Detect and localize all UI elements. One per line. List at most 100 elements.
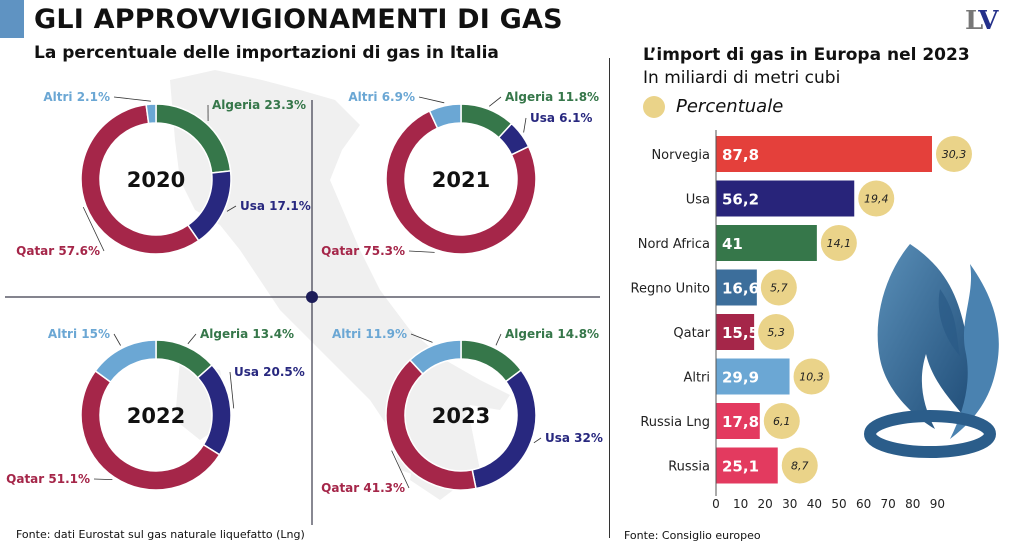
bar-russia-lng	[716, 403, 760, 439]
percent-label: 5,7	[770, 282, 788, 295]
slice-label: Altri 11.9%	[332, 327, 407, 341]
percent-bubble	[763, 403, 800, 439]
leader-line	[229, 371, 235, 409]
x-tick-label: 40	[807, 497, 822, 511]
leader-line	[82, 206, 105, 252]
percent-label: 8,7	[791, 460, 809, 473]
slice-label: Altri 6.9%	[348, 90, 415, 104]
percent-bubble	[781, 447, 818, 484]
legend-percent-swatch	[643, 96, 665, 118]
bar-value-label: 56,2	[722, 191, 759, 209]
bar-usa	[716, 180, 855, 217]
percent-label: 19,4	[864, 193, 889, 206]
leader-line	[93, 478, 113, 481]
bar-row: Qatar 15,5 5,3	[673, 314, 795, 350]
footer-source-left: Fonte: dati Eurostat sul gas naturale li…	[16, 528, 305, 541]
slice-label: Altri 2.1%	[43, 90, 110, 104]
leader-line	[113, 333, 121, 346]
legend-percent-label: Percentuale	[676, 96, 784, 117]
bar-row: Regno Unito 16,6 5,7	[631, 269, 797, 306]
donut-charts-panel: Algeria 23.3% Usa 17.1% Qatar 57.6% Altri 2…	[5, 70, 603, 525]
leader-line	[488, 96, 502, 107]
bar-category-label: Qatar	[673, 326, 710, 341]
x-tick-label: 90	[930, 497, 945, 511]
slice-label: Qatar 41.3%	[321, 481, 405, 495]
percent-bubble	[858, 180, 895, 217]
slice-label: Usa 20.5%	[234, 365, 305, 379]
bar-row: Russia Lng 17,8 6,1	[640, 403, 800, 439]
bar-chart-panel: Norvegia 87,8 30,3 Usa 56,2 19,4 Nord Africa 41…	[631, 130, 999, 511]
x-tick-label: 70	[881, 497, 896, 511]
donut-chart-2022: Algeria 13.4% Usa 20.5% Qatar 51.1% Altri 1…	[6, 327, 305, 491]
leader-line	[226, 205, 237, 212]
x-tick-label: 10	[733, 497, 748, 511]
slice-label: Usa 32%	[545, 431, 603, 445]
footer-source-right: Fonte: Consiglio europeo	[624, 529, 761, 542]
bar-category-label: Usa	[686, 193, 710, 208]
bar-value-label: 15,5	[722, 324, 759, 342]
donut-year-label: 2021	[432, 168, 490, 192]
page-title: GLI APPROVVIGIONAMENTI DI GAS	[34, 4, 563, 35]
donut-year-label: 2023	[432, 404, 490, 428]
bar-altri	[716, 358, 790, 395]
bar-value-label: 25,1	[722, 458, 759, 476]
bar-category-label: Norvegia	[651, 148, 710, 163]
leader-line	[113, 96, 151, 102]
italy-map-silhouette	[170, 70, 510, 500]
leader-line	[533, 437, 542, 444]
bar-row: Russia 25,1 8,7	[668, 447, 818, 484]
logo: LV	[965, 6, 998, 36]
percent-bubble	[935, 136, 972, 172]
percent-bubble	[758, 314, 795, 350]
percent-label: 10,3	[799, 371, 824, 384]
bar-norvegia	[716, 136, 932, 172]
donut-slice-altri	[408, 339, 462, 375]
slice-label: Qatar 57.6%	[16, 244, 100, 258]
x-tick-label: 0	[712, 497, 720, 511]
bar-value-label: 87,8	[722, 146, 759, 164]
donut-slice-altri	[428, 103, 462, 130]
donut-slice-altri	[94, 339, 157, 384]
slice-label: Algeria 11.8%	[505, 90, 599, 104]
left-subtitle: La percentuale delle importazioni di gas…	[34, 43, 499, 63]
donut-slice-qatar	[385, 109, 537, 255]
percent-label: 5,3	[767, 326, 785, 339]
gas-flame-icon	[864, 244, 999, 458]
bar-value-label: 29,9	[722, 369, 759, 387]
percent-bubble	[820, 225, 857, 261]
leader-line	[187, 333, 197, 345]
percent-label: 6,1	[773, 415, 791, 428]
bar-row: Nord Africa 41 14,1	[638, 225, 857, 261]
percent-bubble	[760, 269, 797, 306]
bar-value-label: 41	[722, 235, 743, 253]
x-tick-label: 30	[782, 497, 797, 511]
slice-label: Altri 15%	[48, 327, 110, 341]
donut-slice-qatar	[80, 369, 221, 491]
x-tick-label: 20	[758, 497, 773, 511]
bar-row: Norvegia 87,8 30,3	[651, 136, 972, 172]
bar-nord-africa	[716, 225, 817, 261]
slice-label: Algeria 14.8%	[505, 327, 599, 341]
leader-line	[408, 250, 435, 253]
donut-chart-2021: Algeria 11.8% Usa 6.1% Qatar 75.3% Altri 6.…	[321, 90, 599, 258]
bar-category-label: Nord Africa	[638, 237, 710, 252]
panel-divider	[609, 58, 610, 538]
leader-line	[418, 96, 445, 104]
slice-label: Algeria 13.4%	[200, 327, 294, 341]
x-tick-label: 80	[905, 497, 920, 511]
donut-slice-altri	[145, 103, 157, 125]
percent-label: 14,1	[827, 237, 852, 250]
x-tick-label: 60	[856, 497, 871, 511]
bar-russia	[716, 447, 778, 484]
bar-category-label: Regno Unito	[631, 282, 710, 297]
donut-slice-qatar	[80, 103, 200, 255]
bar-row: Altri 29,9 10,3	[683, 358, 830, 395]
percent-bubble	[793, 358, 830, 395]
leader-line	[391, 450, 410, 489]
x-tick-label: 50	[831, 497, 846, 511]
bar-category-label: Altri	[683, 371, 710, 386]
bar-regno-unito	[716, 269, 757, 306]
quadrant-center-dot	[306, 291, 318, 303]
leader-line	[410, 333, 433, 343]
bar-row: Usa 56,2 19,4	[686, 180, 895, 217]
